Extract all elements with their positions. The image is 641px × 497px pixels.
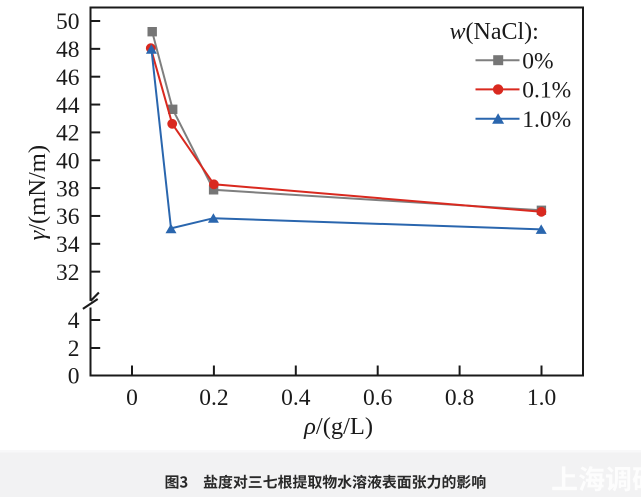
svg-text:42: 42: [56, 121, 80, 147]
svg-text:50: 50: [56, 9, 80, 35]
svg-text:2: 2: [68, 336, 80, 362]
svg-text:0%: 0%: [522, 48, 553, 74]
svg-text:44: 44: [56, 93, 80, 119]
svg-text:32: 32: [56, 260, 80, 286]
svg-text:1.0%: 1.0%: [522, 107, 571, 133]
svg-text:40: 40: [56, 148, 80, 174]
svg-text:4: 4: [68, 308, 80, 334]
svg-text:0.6: 0.6: [363, 385, 393, 411]
svg-text:0.2: 0.2: [199, 385, 228, 411]
svg-text:36: 36: [56, 204, 80, 230]
svg-text:48: 48: [56, 37, 80, 63]
svg-text:34: 34: [56, 232, 80, 258]
svg-text:0.4: 0.4: [281, 385, 311, 411]
svg-text:46: 46: [56, 65, 80, 91]
svg-text:0: 0: [68, 364, 80, 390]
svg-text:0.1%: 0.1%: [522, 78, 571, 104]
svg-text:w(NaCl):: w(NaCl):: [450, 19, 539, 45]
svg-text:ρ/(g/L): ρ/(g/L): [303, 413, 373, 440]
svg-text:γ/(mN/m): γ/(mN/m): [24, 145, 51, 240]
svg-text:1.0: 1.0: [527, 385, 556, 411]
svg-text:38: 38: [56, 176, 80, 202]
svg-text:0: 0: [126, 385, 138, 411]
svg-text:0.8: 0.8: [445, 385, 474, 411]
